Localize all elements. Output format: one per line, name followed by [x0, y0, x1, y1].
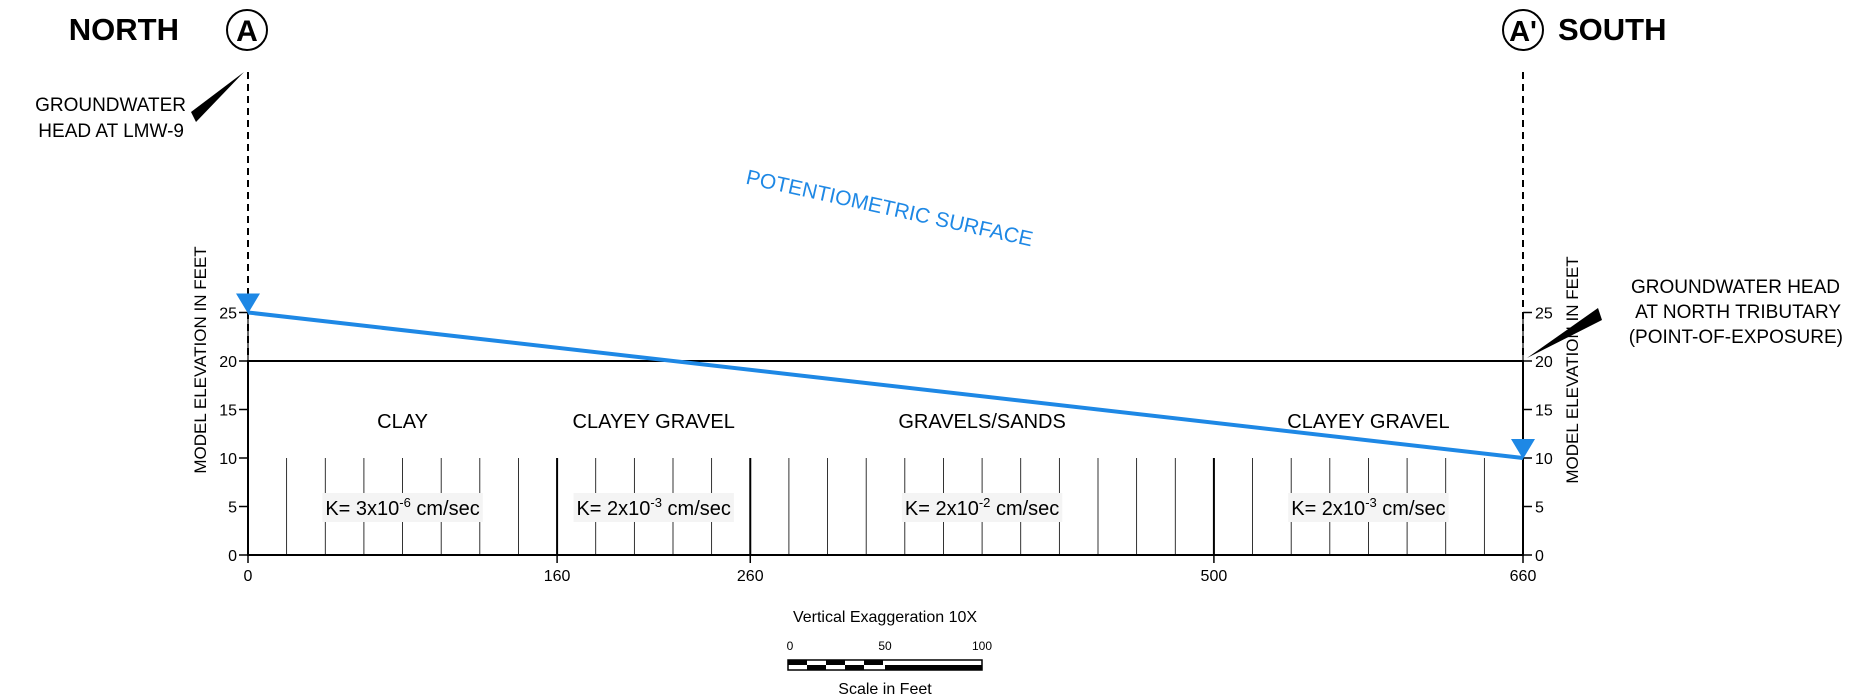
south-label: SOUTH	[1558, 12, 1667, 47]
left-axis-label: MODEL ELEVATION IN FEET	[191, 246, 210, 473]
right-callout-line2: AT NORTH TRIBUTARY	[1635, 302, 1841, 323]
left-y-tick-label: 5	[228, 500, 237, 517]
scale-bar-segment	[788, 660, 807, 665]
layer-labels: CLAY K= 3x10-6 cm/sec CLAYEY GRAVEL K= 2x10…	[322, 411, 1450, 522]
left-callout-line2: HEAD AT LMW-9	[38, 121, 184, 142]
x-tick-label: 260	[737, 568, 764, 585]
x-tick-label: 660	[1510, 568, 1537, 585]
conductivity-value: K= 2x10-2 cm/sec	[905, 495, 1059, 520]
conductivity-label-background	[901, 493, 1063, 522]
section-marker-a-prime-circle	[1502, 9, 1544, 51]
potentiometric-surface-label: POTENTIOMETRIC SURFACE	[744, 166, 1035, 251]
right-callout-line1: GROUNDWATER HEAD	[1631, 277, 1840, 298]
scale-bar-segment	[826, 660, 845, 665]
conductivity-label-background	[573, 493, 734, 522]
right-callout-line3: (POINT-OF-EXPOSURE)	[1629, 327, 1843, 348]
conductivity-unit: cm/sec	[990, 498, 1059, 520]
scale-bar-segment	[864, 660, 883, 665]
conductivity-unit: cm/sec	[1377, 498, 1446, 520]
vertical-exaggeration-label: Vertical Exaggeration 10X	[793, 609, 977, 626]
right-y-tick-label: 15	[1535, 403, 1553, 420]
conductivity-value: K= 3x10-6 cm/sec	[325, 495, 479, 520]
conductivity-base: K= 3x10	[325, 498, 399, 520]
left-y-tick-label: 15	[219, 403, 237, 420]
left-y-axis: 0 5 10 15 20 25	[219, 306, 249, 565]
right-y-tick-label: 5	[1535, 500, 1544, 517]
layer-conductivity-label: K= 2x10-2 cm/sec	[901, 493, 1063, 522]
left-y-tick-label: 0	[228, 548, 237, 565]
layer-name-label: GRAVELS/SANDS	[898, 411, 1065, 433]
layer-conductivity-label: K= 3x10-6 cm/sec	[322, 493, 483, 522]
x-tick-label: 160	[544, 568, 571, 585]
left-callout-leader	[191, 72, 244, 122]
layer-box	[247, 360, 1524, 556]
section-marker-a: A	[236, 15, 258, 48]
conductivity-base: K= 2x10	[576, 498, 650, 520]
x-tick-label: 0	[244, 568, 253, 585]
layer-name-label: CLAYEY GRAVEL	[573, 411, 735, 433]
potentiometric-surface-line	[247, 310, 1524, 460]
right-y-tick-label: 25	[1535, 306, 1553, 323]
conductivity-unit: cm/sec	[411, 498, 480, 520]
right-y-tick-label: 20	[1535, 354, 1553, 371]
scale-tick-50: 50	[878, 639, 892, 653]
section-marker-a-prime: A'	[1509, 16, 1537, 48]
scale-bar	[787, 659, 983, 671]
north-water-level-triangle-icon	[236, 293, 260, 314]
conductivity-base: K= 2x10	[905, 498, 979, 520]
south-water-level-triangle-icon	[1511, 439, 1535, 459]
conductivity-value: K= 2x10-3 cm/sec	[576, 495, 730, 520]
right-y-tick-label: 0	[1535, 548, 1544, 565]
left-y-tick-label: 20	[219, 354, 237, 371]
right-y-axis: 0 5 10 15 20 25	[1522, 306, 1553, 565]
left-y-tick-label: 25	[219, 306, 237, 323]
layer-conductivity-label: K= 2x10-3 cm/sec	[1288, 493, 1449, 522]
conductivity-exponent: -3	[1365, 495, 1377, 510]
scale-bar-segment	[807, 665, 826, 670]
scale-bar-segment	[885, 665, 982, 670]
layer-conductivity-label: K= 2x10-3 cm/sec	[573, 493, 734, 522]
left-y-tick-label: 10	[219, 451, 237, 468]
conductivity-exponent: -2	[979, 495, 991, 510]
x-axis: 0 160 260 500 660	[244, 555, 1537, 585]
scale-bar-label: Scale in Feet	[838, 681, 932, 696]
scale-tick-100: 100	[972, 639, 992, 653]
conductivity-value: K= 2x10-3 cm/sec	[1291, 495, 1445, 520]
left-callout-line1: GROUNDWATER	[35, 95, 186, 116]
conductivity-exponent: -6	[399, 495, 411, 510]
north-label: NORTH	[69, 12, 179, 47]
right-axis-label: MODEL ELEVATION IN FEET	[1563, 256, 1582, 483]
right-callout-leader	[1527, 308, 1602, 358]
conductivity-exponent: -3	[650, 495, 662, 510]
section-marker-a-circle	[226, 9, 268, 51]
conductivity-label-background	[1288, 493, 1449, 522]
scale-bar-segment	[845, 665, 864, 670]
x-tick-label: 500	[1201, 568, 1228, 585]
conductivity-base: K= 2x10	[1291, 498, 1365, 520]
conductivity-label-background	[322, 493, 483, 522]
conductivity-unit: cm/sec	[662, 498, 731, 520]
layer-name-label: CLAY	[377, 411, 428, 433]
right-y-tick-label: 10	[1535, 451, 1553, 468]
layer-name-label: CLAYEY GRAVEL	[1287, 411, 1449, 433]
scale-tick-0: 0	[787, 639, 794, 653]
